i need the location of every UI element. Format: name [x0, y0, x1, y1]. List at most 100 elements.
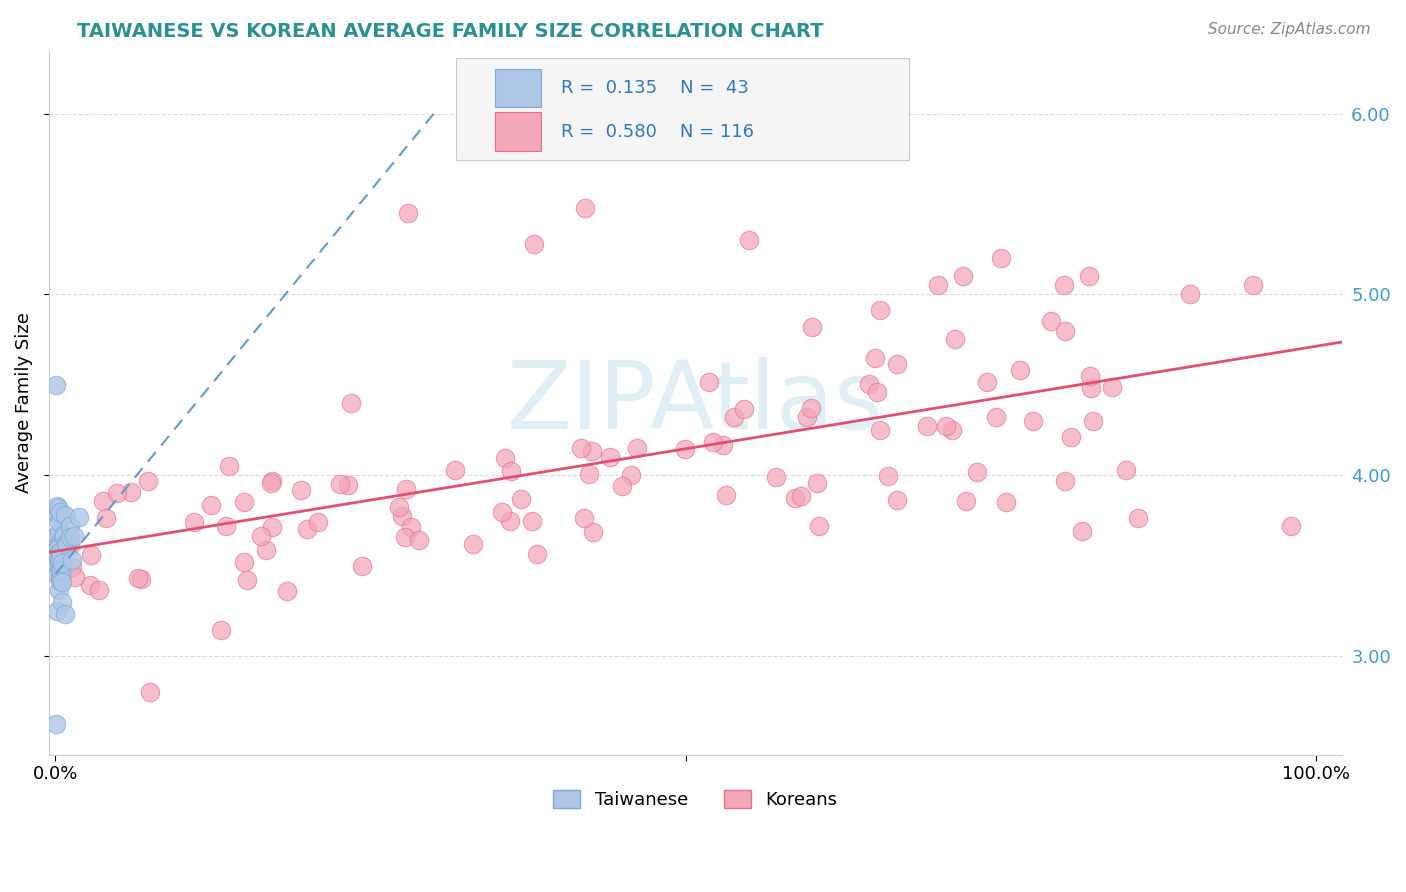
Point — [51, 556, 73, 570]
Point — [702, 435, 724, 450]
Point — [59, 539, 82, 553]
Point — [1054, 474, 1077, 488]
Point — [46, 552, 69, 566]
Text: TAIWANESE VS KOREAN AVERAGE FAMILY SIZE CORRELATION CHART: TAIWANESE VS KOREAN AVERAGE FAMILY SIZE … — [77, 22, 824, 41]
Point — [738, 233, 761, 247]
Point — [236, 573, 259, 587]
Point — [1279, 518, 1302, 533]
Text: Source: ZipAtlas.com: Source: ZipAtlas.com — [1208, 22, 1371, 37]
Point — [599, 450, 621, 465]
Point — [127, 571, 149, 585]
Point — [136, 474, 159, 488]
Point — [1053, 324, 1076, 338]
Point — [952, 269, 974, 284]
Point — [1241, 278, 1264, 293]
Point — [60, 552, 83, 566]
Point — [394, 531, 416, 545]
Point — [51, 574, 73, 589]
Point — [259, 476, 281, 491]
Point — [572, 511, 595, 525]
Point — [1008, 363, 1031, 377]
Point — [49, 564, 72, 578]
Point — [48, 562, 70, 576]
Point — [215, 518, 238, 533]
Point — [89, 582, 111, 597]
Point — [79, 578, 101, 592]
Point — [49, 545, 72, 559]
Point — [943, 332, 966, 346]
Point — [55, 538, 77, 552]
Point — [49, 574, 72, 589]
Point — [955, 494, 977, 508]
Point — [1040, 314, 1063, 328]
Point — [276, 583, 298, 598]
Point — [610, 479, 633, 493]
Point — [869, 303, 891, 318]
Point — [46, 539, 69, 553]
Point — [45, 377, 67, 392]
Point — [48, 553, 70, 567]
Point — [408, 533, 430, 548]
Legend: Taiwanese, Koreans: Taiwanese, Koreans — [546, 782, 845, 816]
Point — [46, 604, 69, 618]
Point — [995, 495, 1018, 509]
Point — [1078, 368, 1101, 383]
Point — [388, 500, 411, 514]
Point — [49, 570, 72, 584]
Point — [105, 486, 128, 500]
Point — [129, 572, 152, 586]
FancyBboxPatch shape — [495, 69, 541, 107]
Point — [806, 475, 828, 490]
Point — [1080, 381, 1102, 395]
Point — [120, 484, 142, 499]
Point — [329, 477, 352, 491]
Point — [509, 492, 531, 507]
Point — [52, 528, 75, 542]
Point — [1060, 430, 1083, 444]
Point — [53, 607, 76, 621]
Point — [55, 535, 77, 549]
Point — [391, 509, 413, 524]
Point — [336, 477, 359, 491]
Point — [765, 470, 787, 484]
Point — [796, 409, 818, 424]
Point — [48, 505, 70, 519]
Point — [800, 320, 823, 334]
Point — [233, 495, 256, 509]
Point — [45, 556, 67, 570]
Point — [46, 542, 69, 557]
Point — [523, 236, 546, 251]
Point — [927, 278, 949, 293]
Point — [858, 376, 880, 391]
Point — [1022, 414, 1045, 428]
Point — [526, 547, 548, 561]
Point — [499, 464, 522, 478]
Point — [395, 482, 418, 496]
Point — [339, 396, 361, 410]
Point — [45, 568, 67, 582]
Point — [53, 529, 76, 543]
Point — [46, 541, 69, 555]
Point — [183, 516, 205, 530]
Point — [260, 519, 283, 533]
Point — [1070, 524, 1092, 538]
Point — [1115, 463, 1137, 477]
Point — [45, 558, 67, 573]
Text: R =  0.580    N = 116: R = 0.580 N = 116 — [561, 123, 754, 141]
Point — [46, 500, 69, 515]
Point — [620, 468, 643, 483]
Point — [350, 558, 373, 573]
Point — [463, 537, 485, 551]
Point — [46, 540, 69, 554]
Point — [262, 474, 284, 488]
Point — [59, 519, 82, 533]
Point — [582, 524, 605, 539]
Point — [499, 514, 522, 528]
Point — [53, 508, 76, 522]
Point — [976, 376, 998, 390]
Point — [807, 519, 830, 533]
Point — [45, 499, 67, 513]
Point — [139, 684, 162, 698]
Point — [60, 560, 83, 574]
Point — [49, 571, 72, 585]
